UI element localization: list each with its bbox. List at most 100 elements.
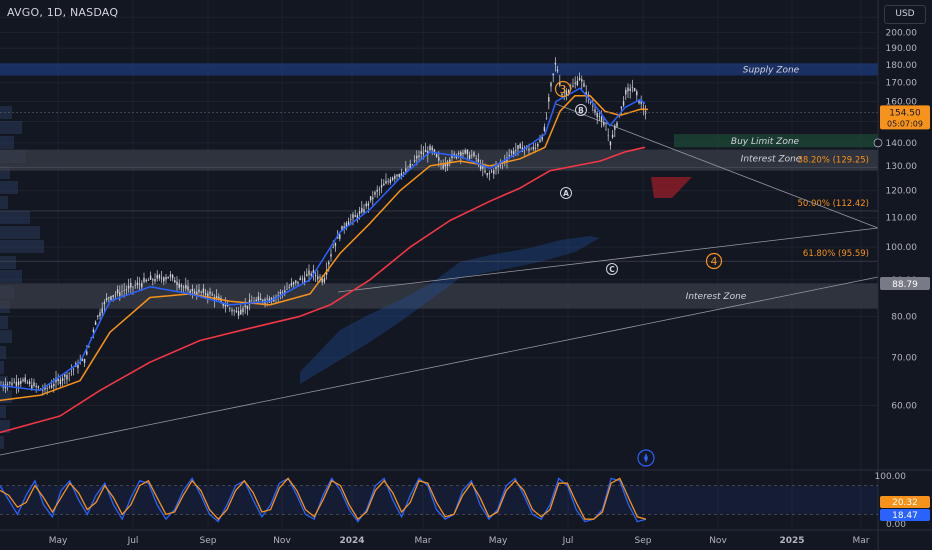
- candle-body: [9, 381, 11, 384]
- zone-label: Interest Zone: [741, 155, 802, 165]
- candle-body: [209, 291, 211, 294]
- wave-circle: [560, 187, 572, 199]
- candle-body: [598, 116, 601, 118]
- candle-body: [240, 309, 242, 315]
- candle-body: [363, 209, 365, 213]
- candle-body: [81, 357, 84, 361]
- candle-body: [504, 160, 506, 163]
- candle-body: [433, 149, 436, 154]
- candle-body: [328, 261, 330, 265]
- x-tick-label: Sep: [200, 536, 217, 546]
- candle-body: [268, 298, 271, 303]
- candle-body: [376, 189, 378, 192]
- candle-body: [121, 291, 123, 292]
- candle-body: [543, 126, 546, 132]
- candle-body: [242, 308, 244, 313]
- volume-profile-bar: [0, 226, 40, 239]
- candle-body: [361, 207, 363, 213]
- candle-body: [42, 389, 44, 391]
- candle-body: [466, 149, 469, 155]
- candle-body: [292, 282, 295, 285]
- candle-body: [257, 296, 260, 301]
- zone-2: [674, 134, 878, 148]
- price-tag: [880, 105, 930, 130]
- candle-body: [490, 171, 493, 173]
- stoch-d-line: [0, 477, 647, 521]
- candle-body: [600, 116, 603, 121]
- price-tag-label: 88.79: [892, 280, 918, 290]
- candle-body: [620, 106, 623, 109]
- y-tick-label: 60.00: [891, 401, 917, 411]
- fib-label: 61.80% (95.59): [803, 249, 869, 259]
- candle-body: [182, 286, 185, 288]
- candle-body: [20, 380, 22, 384]
- candle-body: [638, 99, 640, 104]
- candle-body: [215, 296, 218, 299]
- candle-body: [125, 289, 128, 291]
- candle-body: [563, 92, 565, 94]
- candle-body: [286, 288, 288, 290]
- candle-body: [53, 383, 55, 387]
- candle-body: [26, 382, 29, 384]
- stoch-value-label: 20.32: [892, 498, 918, 508]
- candle-body: [574, 82, 576, 84]
- candle-body: [339, 234, 341, 239]
- candle-body: [277, 295, 279, 296]
- candle-body: [460, 152, 462, 157]
- volume-profile-bar: [0, 330, 12, 343]
- candle-body: [28, 381, 31, 384]
- candle-body: [545, 117, 548, 119]
- candle-body: [255, 299, 257, 301]
- candle-body: [207, 293, 209, 298]
- candle-body: [198, 289, 200, 293]
- volume-profile-bar: [0, 181, 18, 194]
- ichimoku-cloud: [300, 236, 600, 384]
- candle-body: [185, 285, 187, 289]
- candle-body: [609, 141, 612, 146]
- volume-profile-bar: [0, 211, 30, 224]
- candle-body: [576, 80, 579, 86]
- candle-body: [59, 379, 62, 385]
- candle-body: [193, 291, 196, 294]
- candle-body: [77, 364, 79, 369]
- candle-body: [262, 299, 264, 303]
- candle-body: [627, 87, 629, 92]
- candle-body: [130, 283, 132, 288]
- candle-body: [356, 215, 359, 219]
- candle-body: [6, 383, 9, 385]
- currency-button[interactable]: USD: [884, 5, 926, 24]
- candle-body: [334, 242, 337, 247]
- candle-body: [68, 372, 70, 374]
- candle-body: [24, 377, 26, 383]
- volume-profile-bar: [0, 346, 6, 359]
- candle-body: [424, 150, 427, 153]
- fib-label: 38.20% (129.25): [798, 156, 870, 166]
- candle-body: [171, 274, 174, 279]
- y-tick-label: 200.00: [886, 28, 918, 38]
- x-tick-label: May: [489, 536, 508, 546]
- candle-body: [134, 285, 136, 286]
- candle-body: [548, 97, 550, 102]
- candle-body: [88, 345, 90, 347]
- candle-body: [202, 288, 205, 293]
- volume-profile-bar: [0, 166, 10, 179]
- candle-body: [473, 152, 475, 157]
- candle-body: [64, 374, 66, 377]
- candle-body: [66, 375, 68, 380]
- stoch-value-tag: [880, 496, 930, 508]
- candle-body: [132, 286, 134, 288]
- candle-body: [246, 305, 249, 309]
- candle-body: [266, 298, 268, 300]
- ma-fast-line: [0, 87, 646, 392]
- candle-body: [343, 226, 345, 230]
- stoch-value-label: 18.47: [892, 511, 918, 521]
- candle-body: [46, 388, 48, 389]
- candle-body: [123, 290, 125, 291]
- zone-0: [0, 63, 878, 76]
- y-tick-label: 170.00: [886, 79, 918, 89]
- candle-body: [383, 183, 385, 186]
- candle-body: [374, 192, 376, 195]
- volume-profile-bar: [0, 361, 4, 374]
